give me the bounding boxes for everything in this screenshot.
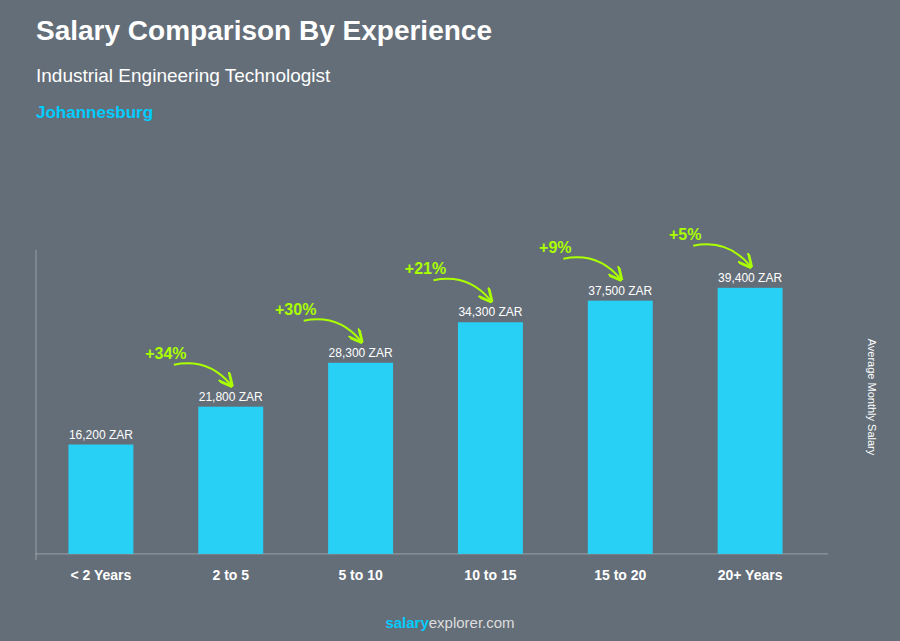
value-label: 21,800 ZAR — [199, 390, 263, 404]
change-arrow — [304, 319, 361, 340]
baseline — [36, 553, 828, 554]
value-label: 37,500 ZAR — [588, 284, 652, 298]
y-axis-line — [36, 250, 37, 560]
footer-bold: salary — [385, 614, 429, 631]
change-label: +9% — [539, 239, 571, 256]
bar — [198, 407, 263, 554]
title: Salary Comparison By Experience — [36, 15, 492, 46]
change-label: +34% — [145, 345, 186, 362]
subtitle: Industrial Engineering Technologist — [36, 65, 331, 86]
bar — [458, 322, 523, 554]
change-arrow — [693, 244, 750, 265]
value-label: 34,300 ZAR — [458, 305, 522, 319]
category-label: 10 to 15 — [464, 567, 516, 583]
category-label: 20+ Years — [718, 567, 783, 583]
change-arrow — [434, 279, 491, 300]
city: Johannesburg — [36, 103, 153, 122]
footer: salaryexplorer.com — [385, 614, 514, 631]
footer-normal: explorer.com — [429, 614, 515, 631]
category-label: 15 to 20 — [594, 567, 646, 583]
bar — [718, 288, 783, 554]
change-label: +5% — [669, 226, 701, 243]
value-label: 39,400 ZAR — [718, 271, 782, 285]
bar — [68, 445, 133, 554]
chart: Salary Comparison By Experience Industria… — [0, 0, 900, 641]
bar — [328, 363, 393, 554]
value-label: 16,200 ZAR — [69, 428, 133, 442]
change-arrow — [563, 257, 620, 278]
category-label: 2 to 5 — [212, 567, 249, 583]
bar — [588, 301, 653, 554]
value-label: 28,300 ZAR — [329, 346, 393, 360]
bars — [68, 288, 782, 554]
change-label: +30% — [275, 301, 316, 318]
y-axis-label: Average Monthly Salary — [866, 339, 878, 456]
change-arrow — [174, 363, 231, 384]
change-label: +21% — [405, 260, 446, 277]
category-label: 5 to 10 — [338, 567, 383, 583]
category-label: < 2 Years — [70, 567, 131, 583]
